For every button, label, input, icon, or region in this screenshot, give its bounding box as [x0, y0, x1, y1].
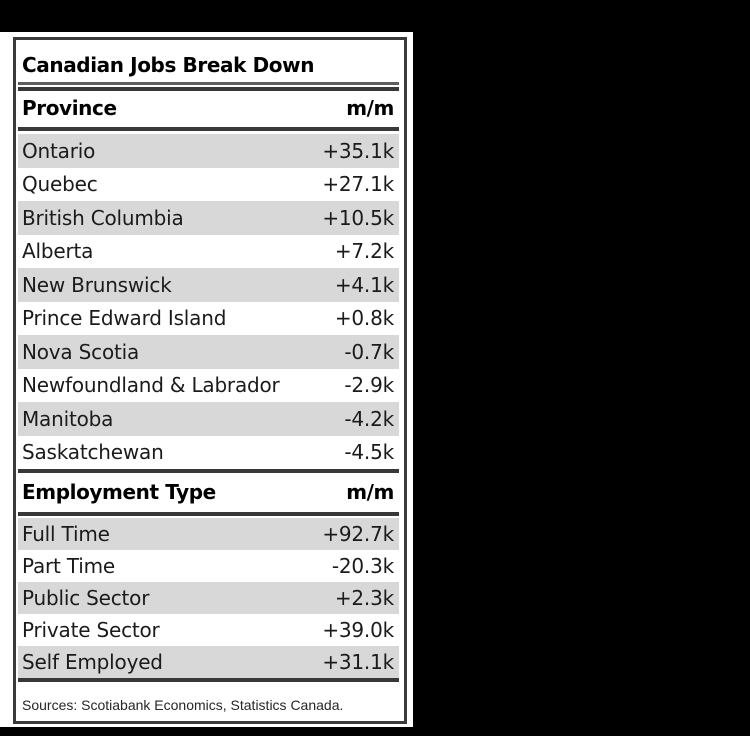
row-value: +35.1k: [322, 138, 394, 163]
row-value: -4.2k: [344, 406, 394, 431]
row-value: +31.1k: [322, 650, 394, 674]
row-label: Prince Edward Island: [22, 306, 227, 331]
header-separator-2: [18, 512, 399, 516]
table-title: Canadian Jobs Break Down: [22, 53, 315, 77]
row-value: +0.8k: [334, 306, 394, 331]
section-header-province: Province m/m: [18, 91, 399, 127]
row-label: Self Employed: [22, 650, 163, 674]
row-value: +7.2k: [334, 239, 394, 264]
title-separator: [18, 82, 399, 91]
report-page: Canadian Jobs Break Down Province m/m On…: [0, 32, 413, 727]
province-rows: Ontario +35.1k Quebec +27.1k British Col…: [18, 131, 399, 469]
table-row-alberta: Alberta +7.2k: [18, 235, 399, 269]
table-row-prince-edward-island: Prince Edward Island +0.8k: [18, 302, 399, 336]
footer-separator: [18, 678, 399, 682]
row-value: -2.9k: [344, 373, 394, 398]
table-row-british-columbia: British Columbia +10.5k: [18, 201, 399, 235]
jobs-table-card: Canadian Jobs Break Down Province m/m On…: [13, 37, 407, 724]
table-row-ontario: Ontario +35.1k: [18, 134, 399, 168]
section-separator: [18, 469, 399, 473]
row-label: New Brunswick: [22, 272, 172, 297]
row-label: Quebec: [22, 172, 98, 197]
row-value: +10.5k: [322, 205, 394, 230]
row-value: +27.1k: [322, 172, 394, 197]
table-row-nova-scotia: Nova Scotia -0.7k: [18, 335, 399, 369]
table-row-private-sector: Private Sector +39.0k: [18, 614, 399, 646]
row-value: -20.3k: [331, 554, 394, 578]
column-header-mm-1: m/m: [346, 96, 394, 120]
table-row-newfoundland-labrador: Newfoundland & Labrador -2.9k: [18, 369, 399, 403]
column-header-employment-type: Employment Type: [22, 479, 216, 504]
table-row-public-sector: Public Sector +2.3k: [18, 582, 399, 614]
row-label: Public Sector: [22, 586, 150, 610]
table-row-full-time: Full Time +92.7k: [18, 518, 399, 550]
row-label: Nova Scotia: [22, 339, 140, 364]
card-inner: Canadian Jobs Break Down Province m/m On…: [16, 40, 404, 721]
table-row-saskatchewan: Saskatchewan -4.5k: [18, 436, 399, 470]
row-label: Ontario: [22, 138, 96, 163]
row-value: +39.0k: [322, 618, 394, 642]
table-row-self-employed: Self Employed +31.1k: [18, 646, 399, 678]
row-label: British Columbia: [22, 205, 184, 230]
row-value: +4.1k: [334, 272, 394, 297]
row-label: Manitoba: [22, 406, 114, 431]
table-row-part-time: Part Time -20.3k: [18, 550, 399, 582]
row-value: +92.7k: [322, 522, 394, 546]
row-value: +2.3k: [334, 586, 394, 610]
row-value: -0.7k: [344, 339, 394, 364]
row-value: -4.5k: [344, 440, 394, 465]
row-label: Newfoundland & Labrador: [22, 373, 280, 398]
row-label: Full Time: [22, 522, 110, 546]
column-header-province: Province: [22, 96, 117, 120]
table-row-quebec: Quebec +27.1k: [18, 168, 399, 202]
row-label: Saskatchewan: [22, 440, 164, 465]
section-header-employment-type: Employment Type m/m: [18, 473, 399, 512]
row-label: Alberta: [22, 239, 94, 264]
header-separator-1: [18, 127, 399, 131]
column-header-mm-2: m/m: [346, 479, 394, 504]
table-row-manitoba: Manitoba -4.2k: [18, 402, 399, 436]
row-label: Part Time: [22, 554, 115, 578]
row-label: Private Sector: [22, 618, 160, 642]
table-row-new-brunswick: New Brunswick +4.1k: [18, 268, 399, 302]
source-note: Sources: Scotiabank Economics, Statistic…: [22, 697, 344, 713]
employment-type-rows: Full Time +92.7k Part Time -20.3k Public…: [18, 516, 399, 678]
